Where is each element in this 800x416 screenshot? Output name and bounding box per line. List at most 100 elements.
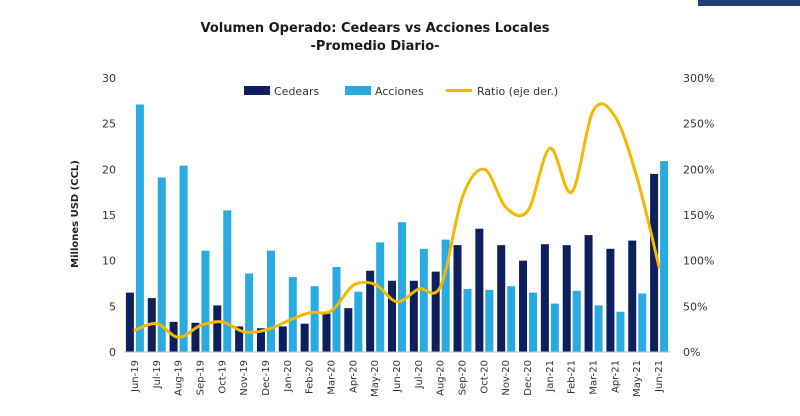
bar-acciones <box>463 288 472 352</box>
legend-label-cedears: Cedears <box>274 85 319 98</box>
bar-cedears <box>344 308 353 352</box>
bar-acciones <box>245 273 254 352</box>
y-tick-label: 0 <box>109 346 116 359</box>
bar-cedears <box>628 240 637 352</box>
x-tick-label: Jul-20 <box>414 360 425 389</box>
x-tick-label: Sep-19 <box>195 360 206 395</box>
bar-acciones <box>616 311 625 352</box>
bar-cedears <box>366 270 375 352</box>
bar-cedears <box>540 244 549 352</box>
bar-cedears <box>519 260 528 352</box>
y-axis-left-ticks: 0 5 10 15 20 25 30 <box>102 72 116 359</box>
bar-cedears <box>409 280 418 352</box>
y-tick-label: 20 <box>102 163 116 176</box>
bar-acciones <box>507 286 516 352</box>
x-tick-label: Nov-20 <box>501 360 512 396</box>
x-tick-label: Nov-19 <box>239 360 250 396</box>
bar-acciones <box>332 267 341 352</box>
y2-tick-label: 300% <box>683 72 714 85</box>
y2-tick-label: 50% <box>683 300 707 313</box>
x-tick-label: Mar-21 <box>589 360 600 395</box>
bar-acciones <box>660 161 669 352</box>
x-tick-label: Jun-21 <box>654 360 665 393</box>
y-tick-label: 5 <box>109 300 116 313</box>
bar-cedears <box>388 280 396 352</box>
bar-acciones <box>135 104 144 352</box>
bar-acciones <box>398 222 406 352</box>
y-tick-label: 15 <box>102 209 116 222</box>
x-axis-ticks: Jun-19 Jul-19 Aug-19 Sep-19 Oct-19 Nov-19 Dec-… <box>130 360 665 397</box>
y-axis-label: Millones USD (CCL) <box>70 160 81 268</box>
bar-acciones <box>594 305 603 352</box>
x-tick-label: Feb-21 <box>567 360 578 394</box>
bar-cedears <box>650 173 659 352</box>
bar-cedears <box>475 228 484 352</box>
x-tick-label: Oct-20 <box>479 360 490 394</box>
x-tick-label: May-21 <box>632 360 643 397</box>
bar-cedears <box>191 322 200 352</box>
bar-acciones <box>441 239 450 352</box>
bar-acciones <box>223 210 232 352</box>
bar-acciones <box>266 250 275 352</box>
bar-acciones <box>529 292 538 352</box>
legend-label-acciones: Acciones <box>375 85 424 98</box>
bar-acciones <box>550 303 559 352</box>
bar-acciones <box>419 248 428 352</box>
bar-acciones <box>572 290 581 352</box>
y2-tick-label: 250% <box>683 118 714 131</box>
x-tick-label: Aug-20 <box>436 360 447 396</box>
ratio-line <box>133 102 661 339</box>
x-tick-label: Jan-20 <box>283 360 294 393</box>
bar-cedears <box>300 323 309 352</box>
x-tick-label: Jun-20 <box>392 360 403 393</box>
x-tick-label: Apr-20 <box>348 360 359 393</box>
x-tick-label: Jan-21 <box>545 360 556 393</box>
bar-acciones <box>638 293 647 352</box>
bars <box>125 104 669 352</box>
y-tick-label: 25 <box>102 118 116 131</box>
legend-swatch-cedears <box>244 86 270 95</box>
x-tick-label: Dec-20 <box>523 360 534 396</box>
y-axis-right-ticks: 0% 50% 100% 150% 200% 250% 300% <box>683 72 714 359</box>
bar-acciones <box>310 286 319 352</box>
bar-cedears <box>125 292 134 352</box>
legend: Cedears Acciones Ratio (eje der.) <box>244 85 558 98</box>
bar-acciones <box>354 291 363 352</box>
bar-cedears <box>256 328 265 352</box>
bar-acciones <box>485 289 494 352</box>
bar-acciones <box>288 277 297 352</box>
x-tick-label: May-20 <box>370 360 381 397</box>
chart-subtitle: -Promedio Diario- <box>310 39 439 54</box>
chart-title: Volumen Operado: Cedears vs Acciones Loc… <box>200 21 549 36</box>
x-tick-label: Mar-20 <box>326 360 337 395</box>
bar-cedears <box>584 235 593 352</box>
bar-cedears <box>322 313 331 352</box>
bar-acciones <box>157 177 166 352</box>
bar-cedears <box>278 326 287 352</box>
bar-cedears <box>213 305 222 352</box>
x-tick-label: Apr-21 <box>610 360 621 393</box>
bar-cedears <box>497 245 506 352</box>
bar-cedears <box>235 326 244 352</box>
y2-tick-label: 200% <box>683 163 714 176</box>
bar-cedears <box>606 248 615 352</box>
y-tick-label: 30 <box>102 72 116 85</box>
bar-cedears <box>562 245 571 352</box>
legend-label-ratio: Ratio (eje der.) <box>477 85 558 98</box>
y2-tick-label: 100% <box>683 255 714 268</box>
header-accent-bar <box>698 0 800 6</box>
x-tick-label: Aug-19 <box>174 360 185 396</box>
bar-acciones <box>201 250 210 352</box>
ratio-line-group <box>133 102 661 339</box>
x-tick-label: Dec-19 <box>261 360 272 396</box>
bar-cedears <box>453 245 462 352</box>
legend-swatch-acciones <box>345 86 371 95</box>
bar-cedears <box>431 271 440 352</box>
y2-tick-label: 150% <box>683 209 714 222</box>
bar-acciones <box>179 165 188 352</box>
y-tick-label: 10 <box>102 255 116 268</box>
x-tick-label: Jun-19 <box>130 360 141 393</box>
x-tick-label: Jul-19 <box>152 360 163 389</box>
bar-acciones <box>376 242 385 352</box>
